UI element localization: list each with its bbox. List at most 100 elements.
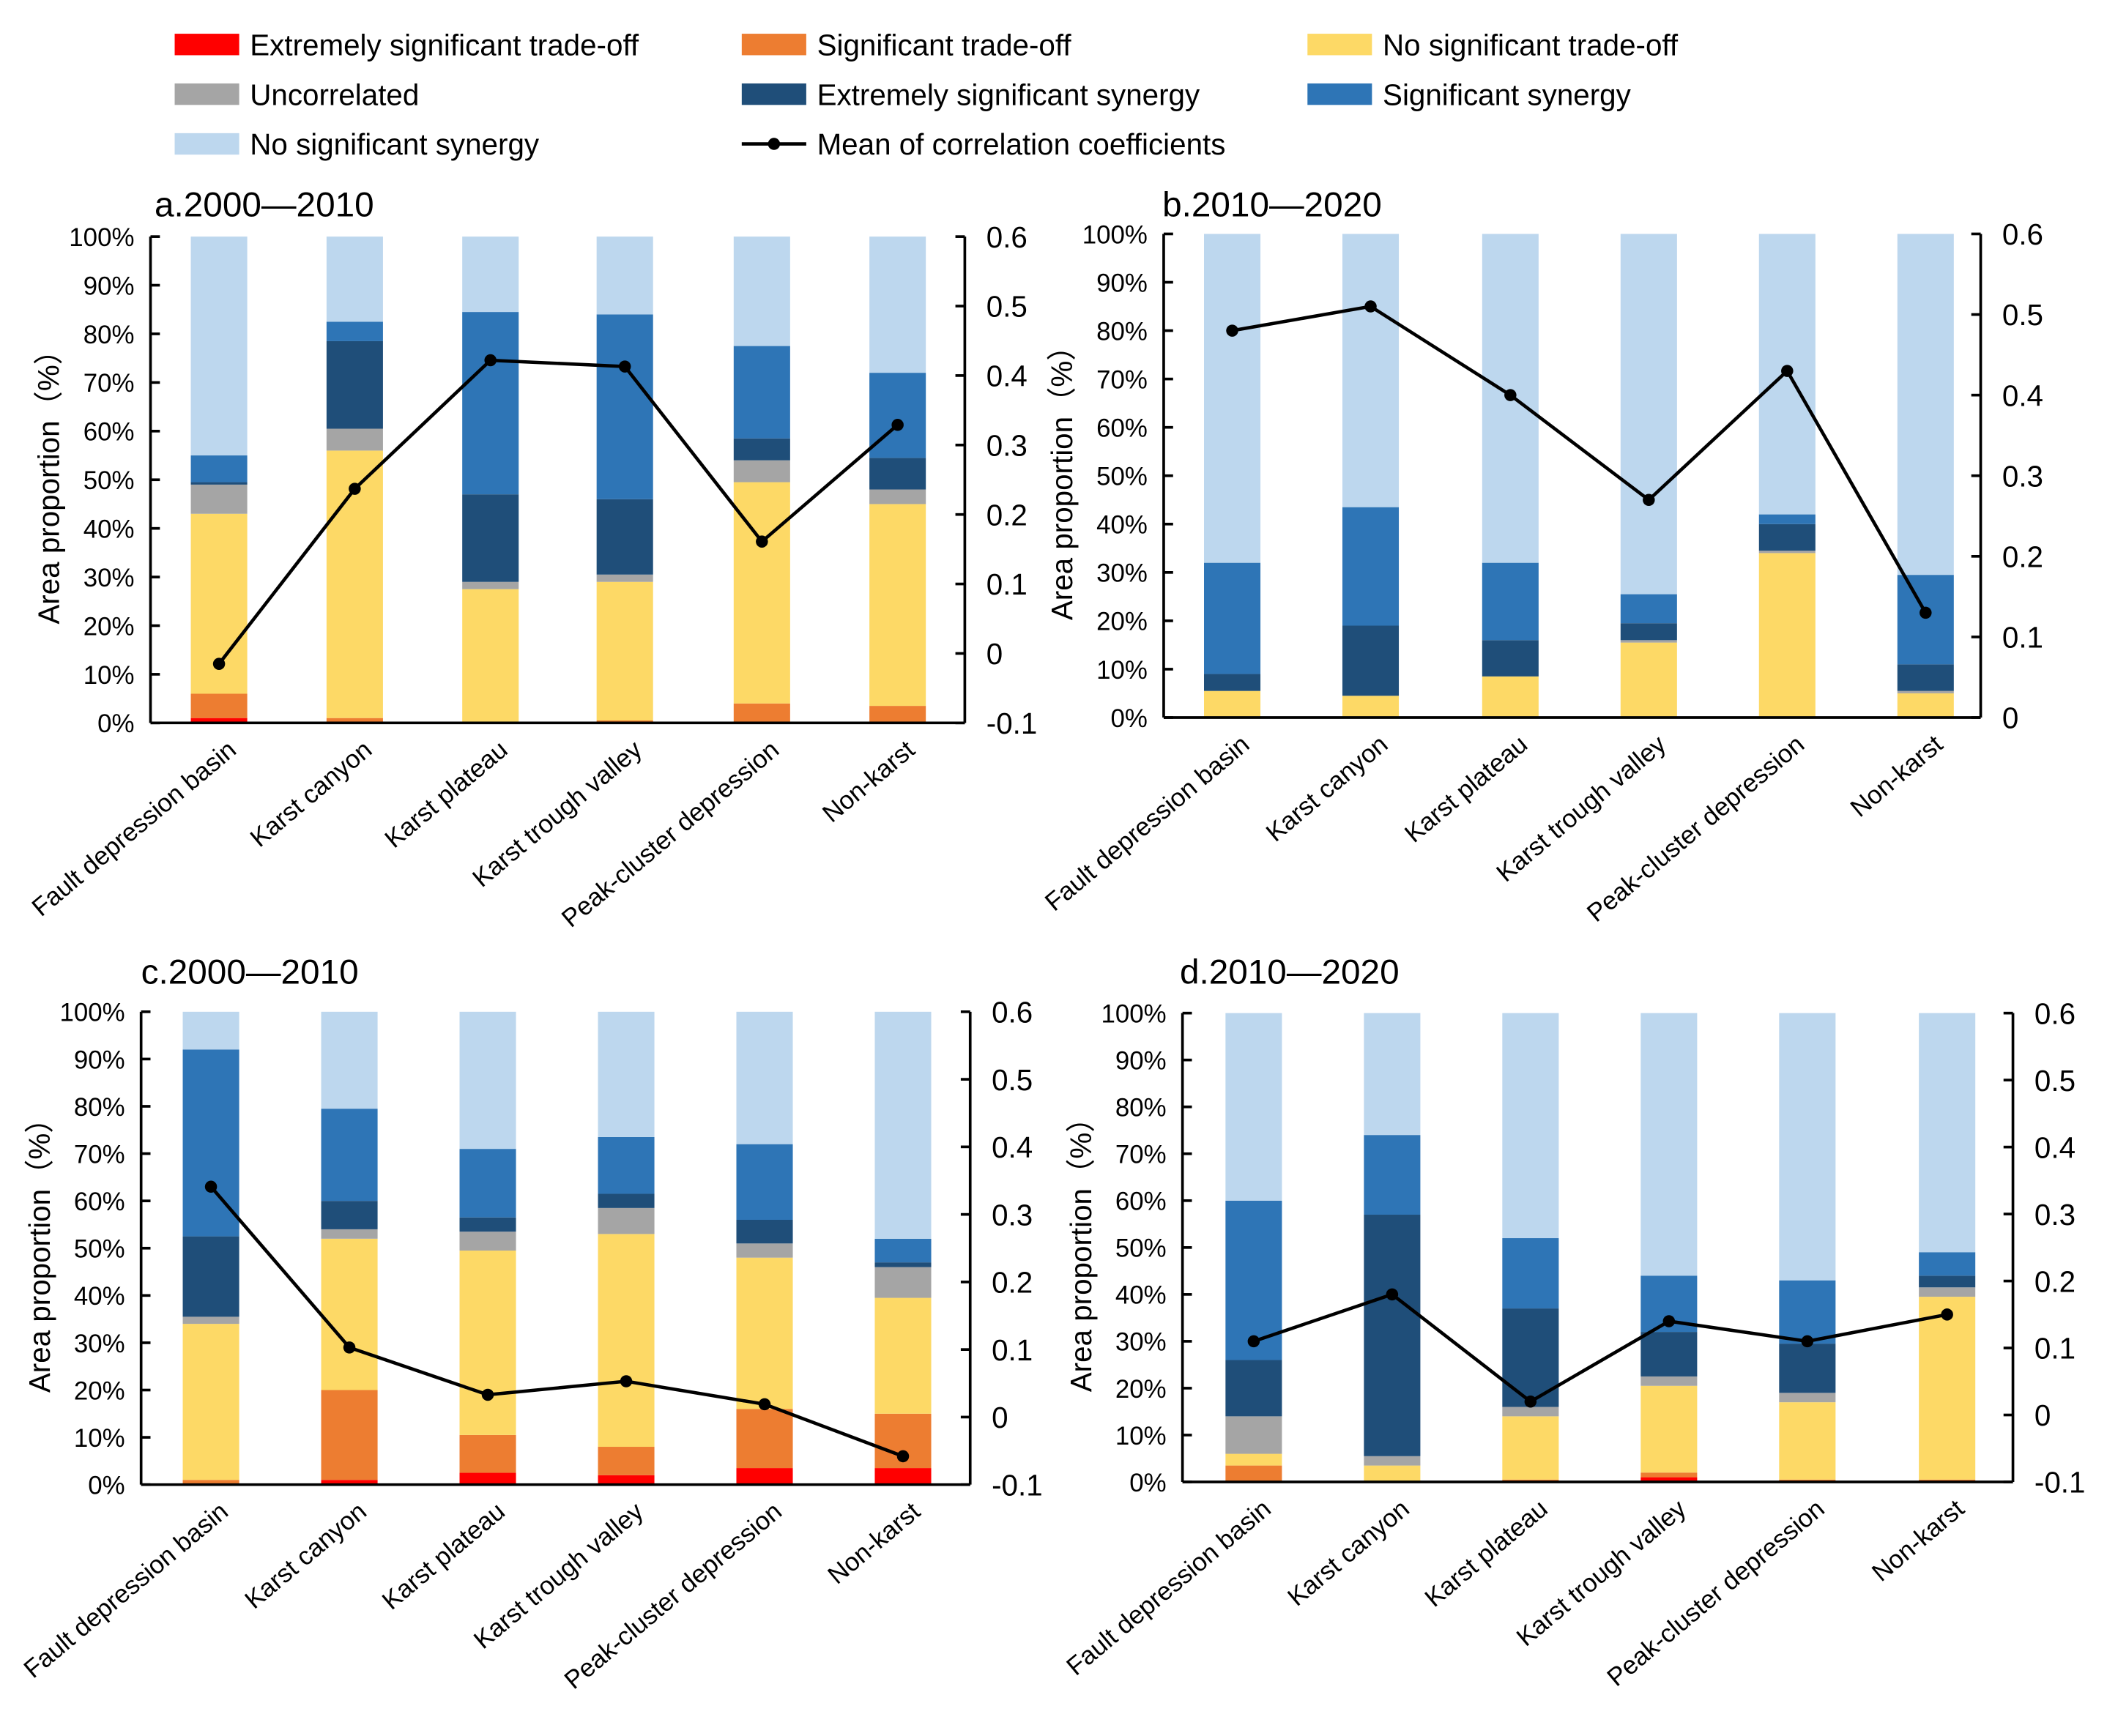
mean-line: [218, 358, 899, 666]
legend-item: Extremely significant synergy: [741, 78, 1200, 111]
mean-point: [758, 1398, 771, 1411]
x-tick-label: Fault depression basin: [26, 735, 242, 922]
bar-segment: [1204, 690, 1261, 718]
bar-segment: [1779, 1344, 1836, 1393]
mean-point: [618, 360, 631, 373]
y-tick-label: 90%: [83, 272, 135, 300]
mean-point: [1524, 1395, 1537, 1408]
bar-segment: [596, 574, 653, 582]
mean-point: [620, 1375, 633, 1387]
bar-segment: [1919, 1287, 1976, 1297]
bar-segment: [1758, 553, 1816, 718]
legend-label: Extremely significant trade-off: [250, 28, 639, 62]
bar-segment: [326, 428, 383, 451]
bar-segment: [1204, 234, 1261, 563]
bar-segment: [869, 373, 926, 458]
bar-segment: [1342, 625, 1400, 696]
y2-tick-label: -0.1: [2034, 1466, 2086, 1500]
x-tick-label: Fault depression basin: [1061, 1494, 1277, 1681]
legend-swatch: [741, 83, 806, 105]
legend-swatch: [741, 34, 806, 56]
bar-segment: [1342, 696, 1400, 718]
y-axis-label: Area proportion（%）: [23, 1103, 56, 1393]
bar-segment: [869, 236, 926, 373]
bar-segment: [1502, 1308, 1559, 1407]
y-tick-label: 60%: [1096, 414, 1148, 443]
y2-tick-label: 0.5: [986, 290, 1028, 324]
mean-point: [756, 535, 768, 548]
x-tick-label: Non-karst: [1867, 1494, 1970, 1587]
x-tick-label: Karst canyon: [239, 1497, 372, 1614]
y2-tick-label: 0.5: [2002, 298, 2043, 332]
bar-segment: [733, 346, 790, 439]
mean-line: [1232, 305, 1928, 614]
bar-segment: [190, 718, 248, 723]
mean-point: [204, 1180, 218, 1193]
bar-segment: [1640, 1332, 1698, 1376]
panels: a.2000—2010 Fault depression basin Karst c…: [18, 186, 2085, 1695]
chart-panel: c.2000—2010 Fault depression basin Karst c…: [18, 953, 1043, 1694]
mean-point: [1941, 1308, 1953, 1321]
legend: Extremely significant trade-off Significa…: [174, 28, 1679, 161]
bar-segment: [182, 1011, 239, 1050]
bar-segment: [1342, 507, 1400, 626]
y2-tick-label: 0.1: [986, 567, 1028, 601]
y-tick-label: 30%: [1096, 559, 1148, 588]
bar-segment: [1779, 1402, 1836, 1480]
y-axis-label: Area proportion（%）: [1045, 331, 1079, 620]
bar-segment: [1620, 234, 1677, 595]
bar-segment: [736, 1011, 793, 1144]
bar-segment: [459, 1232, 516, 1251]
bar-segment: [736, 1144, 793, 1221]
bar-segment: [1225, 1013, 1282, 1201]
y2-tick-label: 0.1: [2002, 621, 2043, 655]
y-tick-label: 20%: [74, 1376, 125, 1405]
bar-segment: [598, 1193, 655, 1208]
bar-segment: [1919, 1252, 1976, 1276]
y-tick-label: 20%: [83, 612, 135, 641]
bar-segment: [598, 1207, 655, 1234]
y2-tick-label: 0.1: [992, 1333, 1033, 1367]
bar-segment: [326, 340, 383, 429]
x-tick-label: Karst plateau: [1419, 1494, 1553, 1613]
y2-tick-label: 0.6: [986, 220, 1028, 254]
y2-tick-label: 0.2: [992, 1266, 1033, 1300]
legend-swatch: [174, 34, 239, 56]
bar-segment: [598, 1447, 655, 1475]
y2-tick-label: 0.6: [2002, 217, 2043, 251]
x-tick-label: Non-karst: [817, 735, 921, 828]
mean-point: [1226, 324, 1238, 337]
x-tick-label: Fault depression basin: [1040, 730, 1255, 917]
bar-segment: [1779, 1013, 1836, 1281]
bar-segment: [1758, 551, 1816, 554]
y-tick-label: 70%: [74, 1140, 125, 1169]
bar-segment: [1779, 1393, 1836, 1403]
mean-point: [484, 354, 497, 367]
mean-point: [1643, 493, 1655, 507]
y-tick-label: 50%: [74, 1235, 125, 1264]
legend-swatch: [174, 83, 239, 105]
bar-segment: [874, 1297, 932, 1414]
x-tick-label: Peak-cluster depression: [559, 1497, 787, 1694]
y2-tick-label: 0.4: [992, 1130, 1033, 1164]
bar-segment: [1482, 676, 1539, 718]
mean-line: [209, 1185, 904, 1459]
mean-point: [212, 657, 226, 670]
y-tick-label: 80%: [1115, 1094, 1167, 1122]
y-tick-label: 0%: [88, 1472, 125, 1500]
bar-segment: [1897, 575, 1954, 665]
y-tick-label: 0%: [1129, 1469, 1166, 1497]
bar-segment: [190, 484, 248, 514]
bar-segment: [1342, 234, 1400, 507]
y-tick-label: 10%: [1096, 656, 1148, 685]
y-tick-label: 50%: [1096, 463, 1148, 491]
chart-title: b.2010—2020: [1162, 186, 1382, 225]
bar-segment: [596, 499, 653, 575]
mean-point: [343, 1341, 356, 1354]
chart-title: c.2000—2010: [141, 953, 359, 991]
y-tick-label: 30%: [74, 1330, 125, 1358]
chart-title: a.2000—2010: [155, 186, 374, 225]
y2-tick-label: 0.5: [2034, 1064, 2076, 1098]
y-tick-label: 0%: [1111, 704, 1148, 733]
